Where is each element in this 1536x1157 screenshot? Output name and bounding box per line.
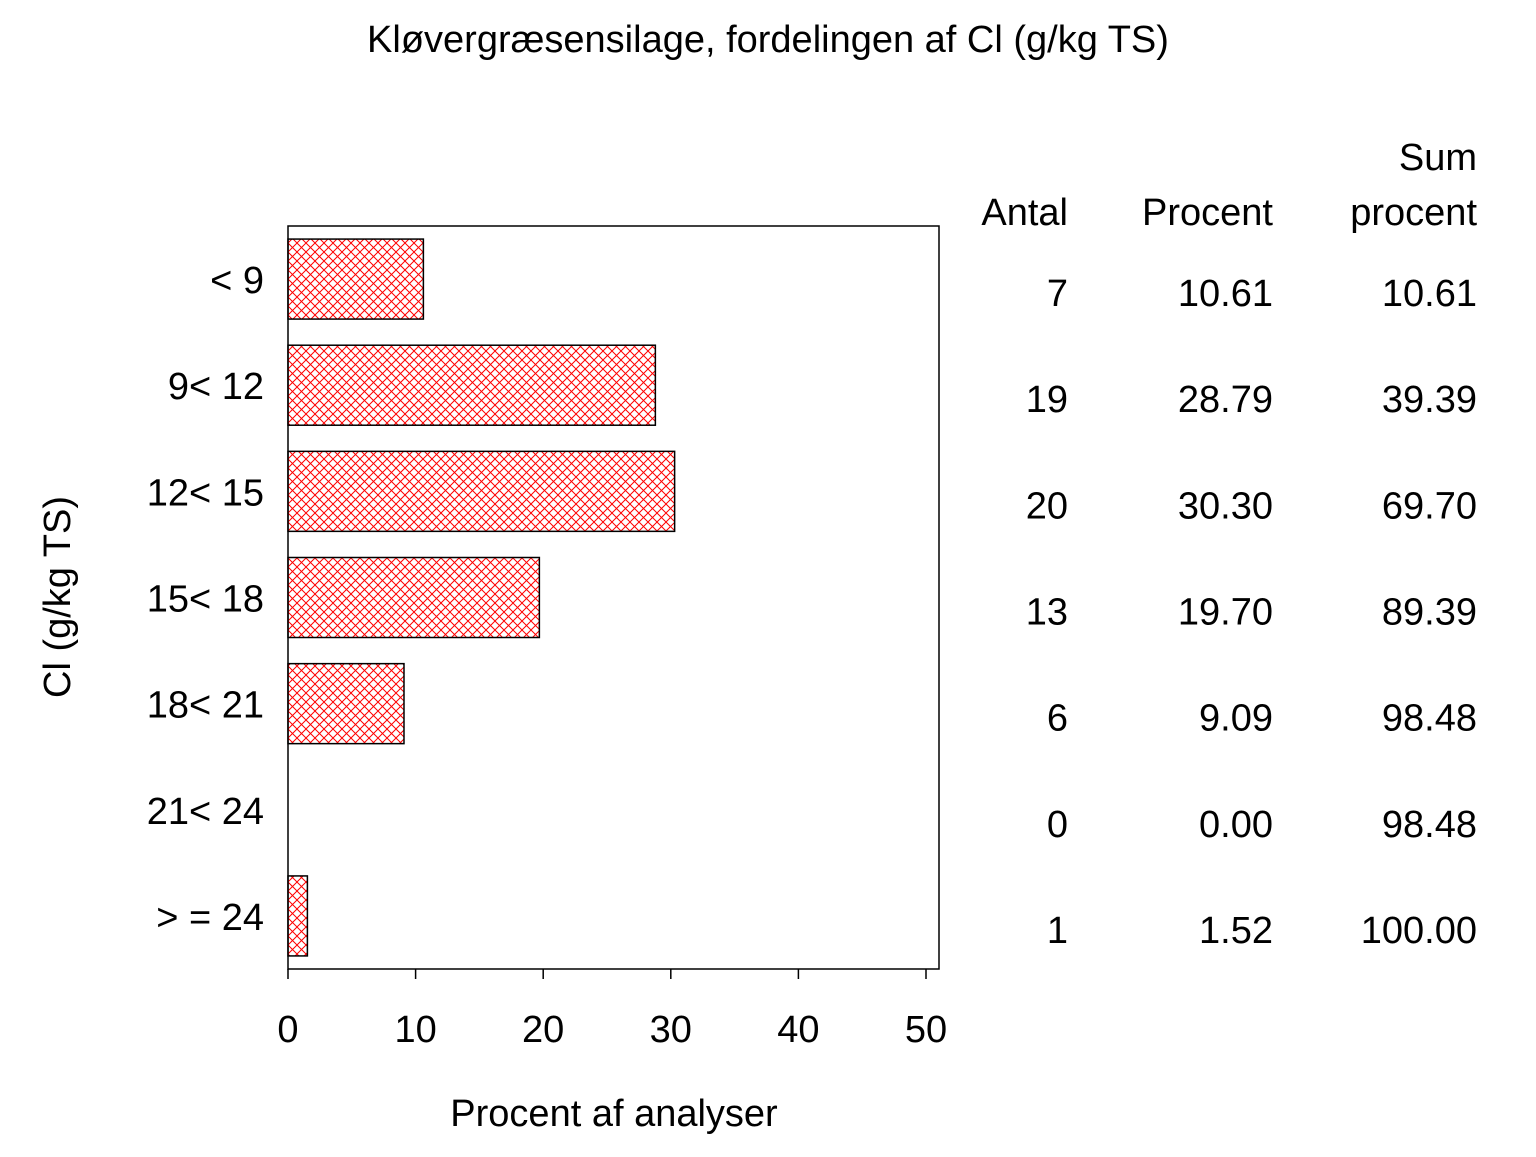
y-tick-label: > = 24: [156, 897, 264, 939]
table-cell: 69.70: [1382, 485, 1477, 527]
bar: [287, 875, 309, 957]
bar: [287, 662, 405, 745]
table-cell: 0.00: [1199, 804, 1273, 846]
y-tick-label: 15< 18: [147, 579, 264, 621]
table-header: Sum: [1399, 137, 1477, 179]
x-tick-label: 50: [905, 1009, 947, 1051]
bar: [287, 556, 541, 639]
table-header: procent: [1350, 192, 1477, 234]
table-cell: 98.48: [1382, 804, 1477, 846]
table-cell: 10.61: [1178, 273, 1273, 315]
table-cell: 13: [1026, 592, 1068, 634]
y-tick-label: 12< 15: [147, 472, 264, 514]
table-cell: 39.39: [1382, 379, 1477, 421]
y-tick-label: 9< 12: [168, 366, 264, 408]
y-tick-label: 18< 21: [147, 685, 264, 727]
table-cell: 10.61: [1382, 273, 1477, 315]
table-cell: 19: [1026, 379, 1068, 421]
x-tick-label: 10: [394, 1009, 436, 1051]
chart-title: Kløvergræsensilage, fordelingen af Cl (g…: [367, 19, 1169, 61]
x-tick-label: 30: [650, 1009, 692, 1051]
table-cell: 19.70: [1178, 592, 1273, 634]
y-tick-label: < 9: [210, 260, 264, 302]
table-cell: 30.30: [1178, 485, 1273, 527]
bar: [287, 344, 657, 426]
x-axis-label: Procent af analyser: [450, 1093, 778, 1135]
table-cell: 7: [1047, 273, 1068, 315]
y-axis-label: Cl (g/kg TS): [37, 496, 79, 698]
table-header: Procent: [1142, 192, 1273, 234]
table-cell: 28.79: [1178, 379, 1273, 421]
table-header: Antal: [981, 192, 1068, 234]
table-cell: 20: [1026, 485, 1068, 527]
table-cell: 89.39: [1382, 592, 1477, 634]
table-cell: 6: [1047, 698, 1068, 740]
bar: [287, 450, 676, 533]
x-tick-label: 40: [777, 1009, 819, 1051]
table-cell: 100.00: [1361, 910, 1477, 952]
table-cell: 0: [1047, 804, 1068, 846]
y-tick-label: 21< 24: [147, 791, 264, 833]
table-cell: 1.52: [1199, 910, 1273, 952]
x-tick-label: 20: [522, 1009, 564, 1051]
x-tick-label: 0: [277, 1009, 298, 1051]
table-cell: 98.48: [1382, 698, 1477, 740]
bar: [287, 238, 425, 320]
table-cell: 1: [1047, 910, 1068, 952]
table-cell: 9.09: [1199, 698, 1273, 740]
